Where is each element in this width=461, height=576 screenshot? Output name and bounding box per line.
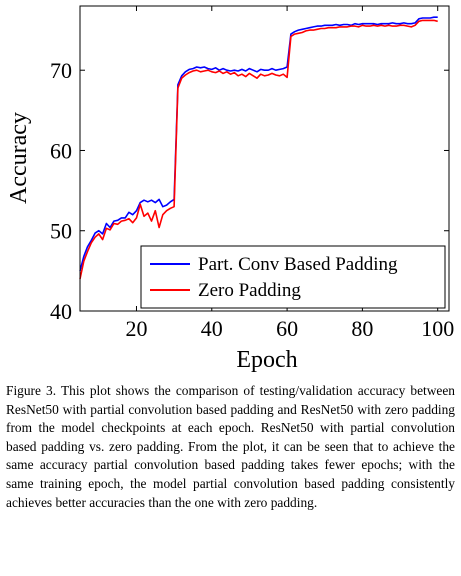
accuracy-line-chart: 20 40 60 80 100 40 50 60 70 Epoch Accuracy Part… [6,5,454,373]
x-tick-label: 40 [201,316,223,341]
legend-box [140,245,446,309]
x-axis-label: Epoch [236,347,297,373]
x-tick-label: 20 [125,316,147,341]
x-tick-label: 80 [351,316,373,341]
y-tick-label: 60 [50,138,72,163]
legend-label-part-conv: Part. Conv Based Padding [198,254,398,275]
x-axis-ticks: 20 40 60 80 100 [125,6,454,341]
plot-frame [79,5,450,312]
y-axis-ticks: 40 50 60 70 [50,58,449,324]
y-tick-label: 40 [50,299,72,324]
y-tick-label: 70 [50,58,72,83]
x-tick-label: 60 [276,316,298,341]
series-line-0 [79,16,438,272]
legend: Part. Conv Based Padding Zero Padding [140,245,446,309]
legend-label-zero-padding: Zero Padding [198,280,301,301]
x-tick-label: 100 [421,316,454,341]
series-line-1 [79,19,438,280]
plot-lines [79,16,438,280]
y-axis-label: Accuracy [6,112,32,204]
y-tick-label: 50 [50,219,72,244]
figure-caption: Figure 3. This plot shows the comparison… [6,383,455,510]
